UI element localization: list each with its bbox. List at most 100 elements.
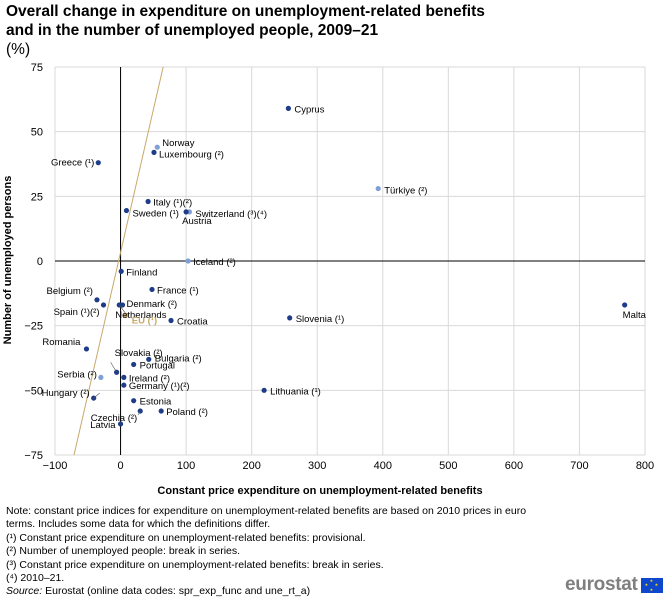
y-tick-label: 50 (31, 127, 43, 139)
x-tick-label: 600 (505, 460, 523, 472)
y-tick-label: 25 (31, 191, 43, 203)
y-tick-label: −75 (24, 450, 43, 462)
y-tick-label: −25 (24, 321, 43, 333)
y-tick-label: −50 (24, 385, 43, 397)
point-label: Estonia (140, 397, 172, 408)
data-point (123, 312, 129, 318)
point-label: Türkiye (²) (384, 186, 427, 197)
point-label: Italy (¹)(²) (153, 198, 192, 209)
data-point (118, 268, 124, 274)
y-tick-label: 0 (37, 256, 43, 268)
footnote-2: (²) Number of unemployed people: break i… (6, 545, 241, 558)
y-tick-label: 75 (31, 62, 43, 74)
note-line-1: Note: constant price indices for expendi… (6, 505, 527, 517)
point-label: Slovenia (¹) (296, 314, 345, 325)
point-label: Bulgaria (²) (155, 353, 202, 364)
data-point (622, 302, 628, 308)
point-label: Poland (²) (166, 407, 208, 418)
x-tick-label: 100 (177, 460, 195, 472)
data-point (375, 185, 381, 192)
point-label: Malta (623, 310, 647, 321)
source-label: Source: (6, 585, 43, 598)
point-label: Finland (126, 267, 157, 278)
data-point (95, 160, 101, 166)
point-label: Ireland (²) (129, 373, 170, 384)
data-point (145, 198, 151, 205)
point-label: Luxembourg (²) (159, 149, 224, 160)
x-tick-label: 0 (117, 460, 123, 472)
label-leader-line (119, 304, 126, 314)
point-label: Iceland (²) (193, 257, 236, 268)
point-label: Austria (182, 216, 212, 227)
reference-trend-line (73, 66, 164, 456)
x-tick-label: 200 (242, 460, 260, 472)
x-tick-label: 500 (439, 460, 457, 472)
data-point (98, 374, 104, 380)
point-label: Lithuania (¹) (270, 386, 321, 397)
point-label: Latvia (90, 420, 116, 431)
x-tick-label: 300 (308, 460, 326, 472)
point-label: France (¹) (157, 285, 199, 296)
label-leader-line (93, 392, 100, 399)
data-point (185, 258, 191, 264)
x-tick-label: 800 (636, 460, 654, 472)
data-point (131, 398, 137, 404)
data-point (158, 408, 164, 414)
point-label: Switzerland (³)(⁴) (195, 209, 267, 220)
eu-flag-icon: ★ ★ ★ ★ (640, 577, 663, 593)
y-axis-label: Number of unemployed persons (2, 176, 14, 345)
note-line-2: terms. Includes some data for which the … (6, 518, 271, 531)
data-point (131, 361, 137, 368)
label-leader-line (110, 362, 117, 373)
point-label: Norway (162, 138, 194, 149)
data-point (123, 207, 130, 214)
chart-notes: Note: constant price indices for expendi… (6, 505, 606, 599)
point-label: Serbia (²) (57, 369, 97, 380)
point-label: Greece (¹) (51, 158, 94, 169)
data-point (287, 315, 293, 321)
footnote-3: (³) Constant price expenditure on unempl… (6, 558, 384, 571)
footnote-1: (¹) Constant price expenditure on unempl… (6, 531, 366, 544)
point-label: Croatia (177, 316, 208, 327)
point-label: Germany (¹)(²) (129, 381, 190, 392)
reference-line (73, 66, 164, 456)
data-point (151, 149, 157, 155)
point-label: Hungary (²) (42, 388, 90, 399)
logo-text: eurostat (565, 574, 638, 595)
source-text: Eurostat (online data codes: spr_exp_fun… (42, 585, 311, 598)
x-tick-label: 400 (374, 460, 392, 472)
data-point (83, 346, 90, 352)
point-label: Netherlands (115, 310, 166, 321)
title-line-2: and in the number of unemployed people, … (6, 22, 379, 39)
data-point (168, 317, 174, 324)
data-point (285, 105, 291, 111)
point-label: Portugal (140, 360, 175, 371)
point-label: Czechia (²) (91, 413, 137, 424)
point-label: EU (¹) (132, 315, 157, 326)
chart-title: Overall change in expenditure on unemplo… (6, 2, 656, 59)
x-axis-label: Constant price expenditure on unemployme… (157, 485, 482, 497)
point-label: Denmark (²) (127, 299, 178, 310)
data-point (149, 286, 155, 293)
scatter-chart: −100 0 100 200 300 400 500 600 700 800 −75 −50 −25 0 2… (2, 62, 654, 497)
eurostat-logo: eurostat ★ ★ ★ ★ (565, 574, 663, 598)
data-point (146, 356, 152, 362)
data-point (94, 297, 100, 303)
source-line: Source: Eurostat (online data codes: spr… (6, 585, 606, 598)
data-point (100, 302, 107, 308)
title-line-1: Overall change in expenditure on unemplo… (6, 3, 485, 20)
point-label: Cyprus (294, 104, 324, 115)
point-label: Slovakia (²) (115, 348, 163, 359)
point-label: Sweden (¹) (132, 209, 178, 220)
footnote-4: (⁴) 2010–21. (6, 572, 65, 585)
title-unit: (%) (6, 41, 31, 58)
data-point (121, 382, 127, 388)
point-label: Belgium (²) (47, 286, 93, 297)
data-point (183, 209, 189, 215)
axes: −100 0 100 200 300 400 500 600 700 800 −75 −50 −25 0 2… (24, 62, 654, 472)
label-leader-line (137, 410, 141, 416)
x-tick-label: 700 (570, 460, 588, 472)
point-label: Romania (42, 337, 81, 348)
data-point (154, 144, 160, 150)
